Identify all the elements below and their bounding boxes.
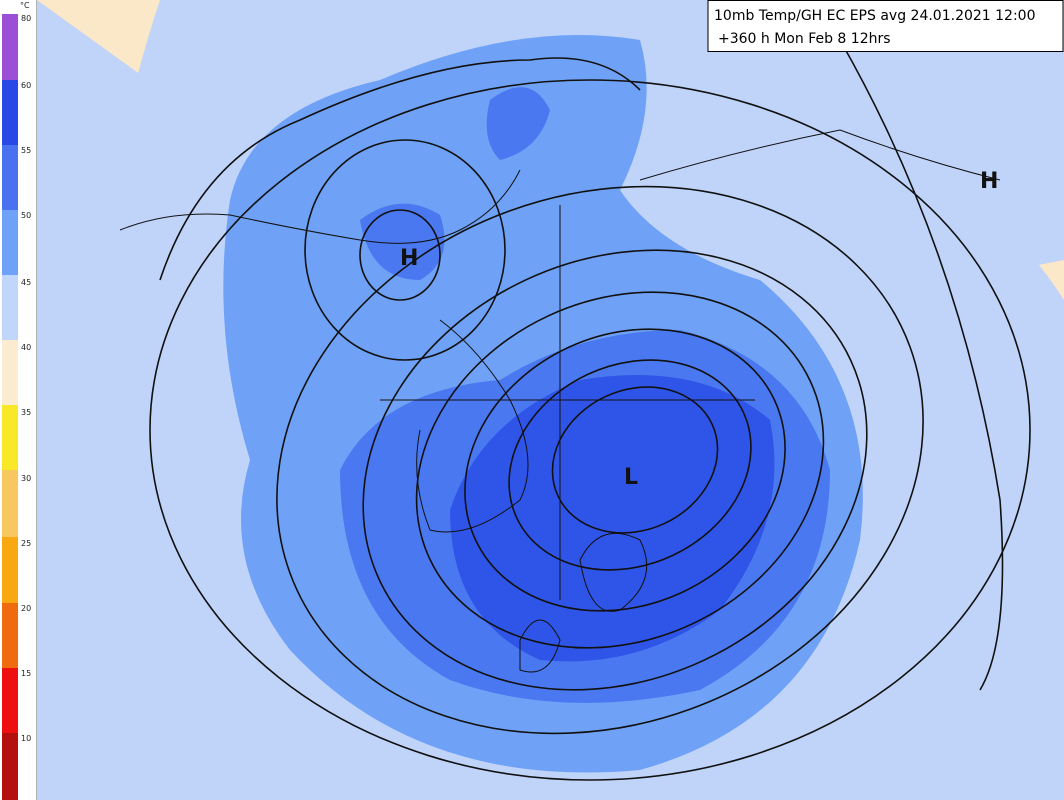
legend-label: 45 <box>21 278 31 287</box>
legend-band <box>2 537 18 603</box>
legend-label: 20 <box>21 604 31 613</box>
high-label: H <box>400 246 418 271</box>
legend-band <box>2 340 18 405</box>
coastlines <box>119 129 1001 673</box>
legend-band <box>2 210 18 275</box>
legend-label: 55 <box>21 146 31 155</box>
title-bg <box>707 0 1064 52</box>
title-box: 10mb Temp/GH EC EPS avg 24.01.2021 12:00… <box>707 0 1064 52</box>
legend: °C 80 60 55 50 45 40 35 30 25 20 15 10 <box>0 0 38 800</box>
legend-band <box>2 275 18 340</box>
map: H H L <box>37 0 1064 800</box>
legend-band <box>2 145 18 210</box>
legend-label: 35 <box>21 408 31 417</box>
temp-field-55 <box>486 87 550 160</box>
legend-label: 15 <box>21 669 31 678</box>
legend-band <box>2 668 18 733</box>
temp-field-55 <box>360 203 445 280</box>
high-label: H <box>980 169 998 194</box>
legend-band <box>2 405 18 470</box>
legend-band <box>2 733 18 800</box>
title-line: 10mb Temp/GH EC EPS avg 24.01.2021 12:00 <box>714 8 1036 24</box>
legend-unit: °C <box>20 1 30 10</box>
legend-label: 60 <box>21 81 31 90</box>
legend-band <box>2 603 18 668</box>
legend-band <box>2 470 18 537</box>
title-line: +360 h Mon Feb 8 12hrs <box>718 31 891 47</box>
legend-label: 50 <box>21 211 31 220</box>
legend-band <box>2 14 18 80</box>
legend-band <box>2 80 18 145</box>
legend-label: 40 <box>21 343 31 352</box>
height-contours <box>149 39 1031 781</box>
legend-label: 10 <box>21 734 31 743</box>
temp-field-60 <box>450 375 775 662</box>
legend-label: 25 <box>21 539 31 548</box>
legend-label: 80 <box>21 14 31 23</box>
legend-label: 30 <box>21 474 31 483</box>
low-label: L <box>624 465 638 490</box>
